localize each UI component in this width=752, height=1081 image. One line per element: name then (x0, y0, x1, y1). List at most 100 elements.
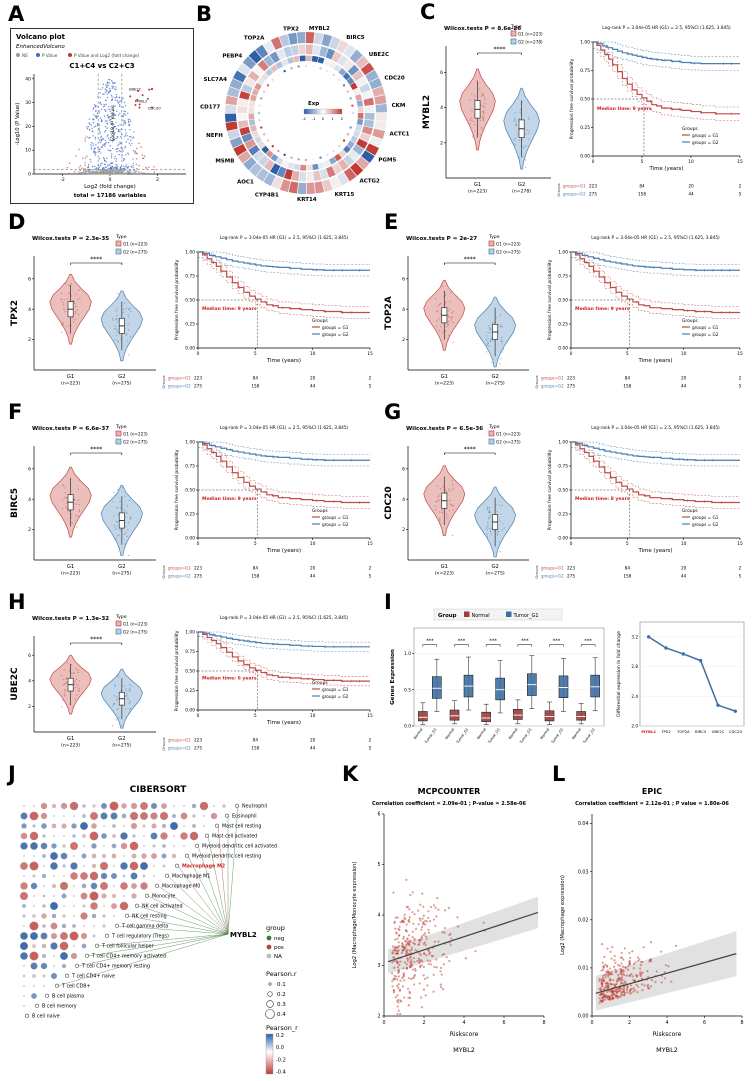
svg-text:Log2 (Macrophage/Monocyte expr: Log2 (Macrophage/Monocyte expression) (352, 862, 358, 969)
svg-text:1.00: 1.00 (185, 250, 195, 256)
cibersort-correlogram-svg: CIBERSORT MYBL2 Neutrophil Eosinophil Mast c… (20, 785, 298, 1076)
svg-text:Type: Type (115, 234, 127, 240)
svg-text:groups=G2: groups=G2 (168, 384, 191, 389)
tpx2-violin-km-svg: Wilcox.tests P = 2.3e-35 Type G1 (n=223) G2… (10, 234, 373, 389)
svg-text:G1: G1 (67, 736, 74, 742)
svg-text:****: **** (90, 256, 102, 263)
svg-text:0.50: 0.50 (558, 298, 568, 304)
svg-text:Riskscore: Riskscore (450, 1031, 479, 1038)
svg-text:4: 4 (440, 105, 443, 111)
svg-text:Pearson.r: Pearson.r (266, 970, 297, 978)
svg-text:EnhancedVolcano: EnhancedVolcano (16, 44, 65, 50)
svg-text:0: 0 (197, 351, 200, 357)
svg-text:Progression free survival prob: Progression free survival probability (174, 630, 180, 711)
svg-text:0: 0 (197, 713, 200, 719)
svg-text:G2: G2 (118, 564, 125, 570)
svg-text:MYBL2: MYBL2 (453, 1046, 475, 1054)
svg-text:groups = G2: groups = G2 (692, 140, 719, 145)
svg-text:G1: G1 (441, 564, 448, 570)
svg-text:0: 0 (570, 351, 573, 357)
svg-text:5: 5 (369, 574, 372, 579)
svg-text:15: 15 (737, 159, 743, 165)
svg-text:5: 5 (369, 384, 372, 389)
svg-text:275: 275 (194, 384, 202, 389)
svg-text:0: 0 (590, 1020, 593, 1026)
genes-expression-boxplot: Group Normal Tumor_G1 0.0 0.5 1.0 Genes Expres… (386, 608, 610, 762)
svg-text:Tumor_G1: Tumor_G1 (518, 727, 532, 745)
svg-text:0.4: 0.4 (277, 1012, 286, 1018)
panel-label-a: A (8, 2, 25, 26)
svg-text:(n=275): (n=275) (112, 743, 131, 749)
svg-text:Type: Type (510, 24, 522, 30)
svg-text:4: 4 (462, 1020, 465, 1026)
svg-text:CYP4B1: CYP4B1 (255, 193, 279, 199)
svg-text:2: 2 (28, 527, 31, 533)
svg-text:Tumor_G1: Tumor_G1 (423, 727, 437, 745)
svg-text:G1: G1 (474, 182, 481, 188)
svg-text:5: 5 (377, 862, 380, 868)
svg-text:84: 84 (253, 566, 259, 571)
svg-text:Median time: 9 years: Median time: 9 years (597, 106, 652, 112)
svg-text:AOC1: AOC1 (237, 179, 254, 185)
svg-text:0: 0 (109, 177, 112, 183)
svg-text:EPIC: EPIC (642, 787, 662, 796)
svg-text:groups=G1: groups=G1 (168, 376, 191, 381)
svg-text:0.04: 0.04 (578, 821, 589, 827)
svg-text:KRT15: KRT15 (335, 192, 355, 198)
ube2c-violin-km-svg: Wilcox.tests P = 1.3e-32 Type G1 (n=223) G2… (10, 614, 373, 751)
svg-text:1.00: 1.00 (558, 440, 568, 446)
svg-text:0.00: 0.00 (185, 346, 195, 352)
svg-text:Myeloid dendritic cell activat: Myeloid dendritic cell activated (202, 844, 277, 850)
svg-text:10: 10 (310, 713, 316, 719)
svg-text:5: 5 (254, 351, 257, 357)
svg-text:0.25: 0.25 (580, 125, 590, 131)
svg-text:3.2: 3.2 (631, 634, 638, 639)
svg-text:ACTG2: ACTG2 (359, 178, 380, 184)
svg-text:-Log10 (P Value): -Log10 (P Value) (110, 105, 116, 143)
svg-text:groups = G1: groups = G1 (692, 133, 719, 138)
svg-text:5: 5 (739, 574, 742, 579)
svg-text:CD177: CD177 (200, 105, 220, 111)
panel-label-b: B (196, 2, 213, 26)
svg-text:Progression free survival prob: Progression free survival probability (174, 259, 180, 340)
svg-text:2: 2 (369, 376, 372, 381)
svg-text:5: 5 (254, 541, 257, 547)
svg-text:****: **** (464, 446, 476, 453)
svg-text:(n=275): (n=275) (486, 571, 505, 577)
tpx2-violin-km: Wilcox.tests P = 2.3e-35 Type G1 (n=223) G2… (8, 230, 380, 400)
svg-text:6: 6 (28, 466, 31, 472)
svg-text:T cell CD4+ naive: T cell CD4+ naive (71, 974, 115, 980)
svg-text:MCPCOUNTER: MCPCOUNTER (418, 787, 481, 796)
svg-text:8: 8 (740, 1020, 743, 1026)
svg-text:0.75: 0.75 (185, 464, 195, 470)
svg-text:5: 5 (739, 384, 742, 389)
volcano-plot: Volcano plot EnhancedVolcano NS P Value P Va… (10, 28, 194, 204)
svg-text:****: **** (90, 446, 102, 453)
svg-text:Log-rank P = 3.04e-05 HR (G1): Log-rank P = 3.04e-05 HR (G1) = 2.5, 95%… (602, 25, 731, 31)
svg-text:44: 44 (310, 574, 316, 579)
svg-text:G1 (n=223): G1 (n=223) (123, 432, 148, 437)
svg-text:CKM: CKM (392, 103, 406, 109)
svg-text:Eosinophil: Eosinophil (232, 814, 257, 820)
svg-text:Log-rank P = 3.04e-05 HR (G1): Log-rank P = 3.04e-05 HR (G1) = 2.5, 95%… (220, 425, 349, 431)
svg-text:6: 6 (440, 70, 443, 76)
svg-text:-2: -2 (60, 177, 65, 183)
svg-text:****: **** (90, 636, 102, 643)
panel-label-d: D (8, 210, 26, 234)
svg-text:Normal: Normal (476, 727, 487, 740)
svg-text:groups = G1: groups = G1 (322, 325, 349, 330)
svg-text:TPX2: TPX2 (283, 26, 299, 32)
svg-text:44: 44 (681, 574, 687, 579)
svg-text:C1+C4 vs C2+C3: C1+C4 vs C2+C3 (69, 62, 134, 70)
svg-text:***: *** (584, 639, 592, 645)
svg-text:Macrophage M2: Macrophage M2 (182, 864, 225, 870)
svg-text:0.75: 0.75 (580, 68, 590, 74)
svg-text:0.25: 0.25 (558, 322, 568, 328)
svg-text:2: 2 (369, 566, 372, 571)
svg-text:0.0: 0.0 (404, 724, 411, 730)
svg-text:G2 (n=275): G2 (n=275) (123, 250, 148, 255)
svg-text:2: 2 (28, 704, 31, 710)
panel-label-f: F (8, 400, 23, 424)
svg-text:***: *** (458, 639, 466, 645)
svg-text:groups = G1: groups = G1 (692, 515, 719, 520)
